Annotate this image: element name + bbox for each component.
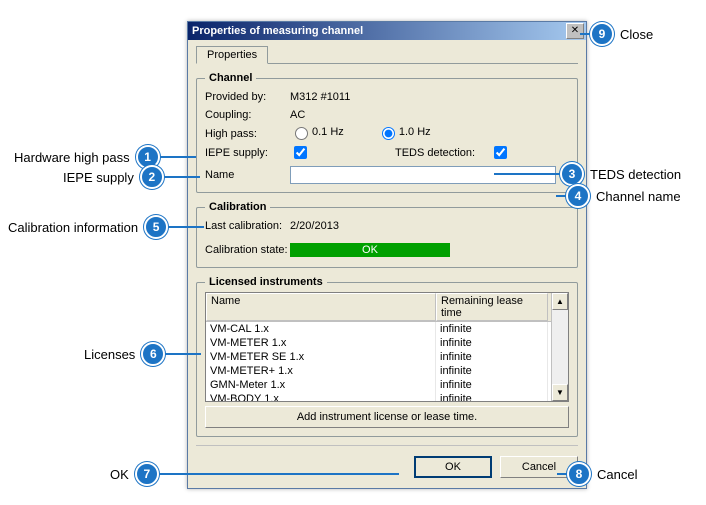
cell-name: VM-METER SE 1.x — [206, 350, 436, 364]
teds-detection-label: TEDS detection: — [395, 147, 490, 159]
tab-properties[interactable]: Properties — [196, 46, 268, 64]
high-pass-option-0-1hz[interactable]: 0.1 Hz — [290, 124, 344, 140]
coupling-value: AC — [290, 109, 569, 121]
cell-name: VM-CAL 1.x — [206, 322, 436, 336]
cell-remaining: infinite — [436, 350, 548, 364]
dialog-body: Properties Channel Provided by: M312 #10… — [188, 40, 586, 488]
cancel-button[interactable]: Cancel — [500, 456, 578, 478]
dialog-title: Properties of measuring channel — [192, 25, 363, 37]
channel-name-input[interactable] — [290, 166, 556, 184]
table-row[interactable]: VM-METER+ 1.xinfinite — [206, 364, 551, 378]
channel-group: Channel Provided by: M312 #1011 Coupling… — [196, 72, 578, 193]
coupling-label: Coupling: — [205, 109, 290, 121]
table-row[interactable]: VM-BODY 1.xinfinite — [206, 392, 551, 401]
col-header-remaining[interactable]: Remaining lease time — [436, 293, 548, 321]
callout-1: Hardware high pass 1 — [14, 145, 196, 169]
channel-legend: Channel — [205, 72, 256, 84]
dialog-footer: OK Cancel — [196, 445, 578, 478]
licensed-instruments-group: Licensed instruments Name Remaining leas… — [196, 276, 578, 437]
calibration-state-value: OK — [290, 243, 450, 257]
name-label: Name — [205, 169, 290, 181]
high-pass-label: High pass: — [205, 128, 290, 140]
teds-detection-checkbox[interactable] — [494, 146, 507, 159]
iepe-supply-checkbox[interactable] — [294, 146, 307, 159]
scroll-up-button[interactable]: ▲ — [552, 293, 568, 310]
last-calibration-label: Last calibration: — [205, 220, 290, 232]
iepe-supply-label: IEPE supply: — [205, 147, 290, 159]
cell-remaining: infinite — [436, 392, 548, 401]
table-row[interactable]: GMN-Meter 1.xinfinite — [206, 378, 551, 392]
callout-5: Calibration information 5 — [8, 215, 204, 239]
high-pass-option-1-0hz[interactable]: 1.0 Hz — [377, 124, 431, 140]
instrument-table: Name Remaining lease time VM-CAL 1.xinfi… — [205, 292, 569, 402]
radio-0-1hz-label: 0.1 Hz — [312, 126, 344, 138]
scroll-track[interactable] — [552, 310, 568, 384]
calibration-group: Calibration Last calibration: 2/20/2013 … — [196, 201, 578, 268]
calibration-state-label: Calibration state: — [205, 244, 290, 256]
table-row[interactable]: VM-METER 1.xinfinite — [206, 336, 551, 350]
close-button[interactable]: ✕ — [566, 23, 584, 39]
col-header-name[interactable]: Name — [206, 293, 436, 321]
tab-strip: Properties — [196, 44, 578, 64]
cell-remaining: infinite — [436, 336, 548, 350]
ok-button[interactable]: OK — [414, 456, 492, 478]
provided-by-value: M312 #1011 — [290, 91, 569, 103]
callout-9: 9 Close — [580, 22, 653, 46]
provided-by-label: Provided by: — [205, 91, 290, 103]
table-row[interactable]: VM-CAL 1.xinfinite — [206, 322, 551, 336]
callout-6: Licenses 6 — [84, 342, 201, 366]
close-icon: ✕ — [571, 26, 579, 36]
add-license-button[interactable]: Add instrument license or lease time. — [205, 406, 569, 428]
radio-0-1hz[interactable] — [295, 127, 308, 140]
scroll-down-button[interactable]: ▼ — [552, 384, 568, 401]
table-row[interactable]: VM-METER SE 1.xinfinite — [206, 350, 551, 364]
cell-name: VM-BODY 1.x — [206, 392, 436, 401]
cell-remaining: infinite — [436, 322, 548, 336]
licensed-legend: Licensed instruments — [205, 276, 327, 288]
cell-name: GMN-Meter 1.x — [206, 378, 436, 392]
calibration-legend: Calibration — [205, 201, 270, 213]
radio-1-0hz-label: 1.0 Hz — [399, 126, 431, 138]
cell-name: VM-METER+ 1.x — [206, 364, 436, 378]
table-body: VM-CAL 1.xinfiniteVM-METER 1.xinfiniteVM… — [206, 322, 551, 401]
vertical-scrollbar[interactable]: ▲ ▼ — [551, 293, 568, 401]
last-calibration-value: 2/20/2013 — [290, 220, 569, 232]
cell-name: VM-METER 1.x — [206, 336, 436, 350]
titlebar: Properties of measuring channel ✕ — [188, 22, 586, 40]
cell-remaining: infinite — [436, 364, 548, 378]
radio-1-0hz[interactable] — [382, 127, 395, 140]
properties-dialog: Properties of measuring channel ✕ Proper… — [187, 21, 587, 489]
cell-remaining: infinite — [436, 378, 548, 392]
callout-2: IEPE supply 2 — [63, 165, 200, 189]
